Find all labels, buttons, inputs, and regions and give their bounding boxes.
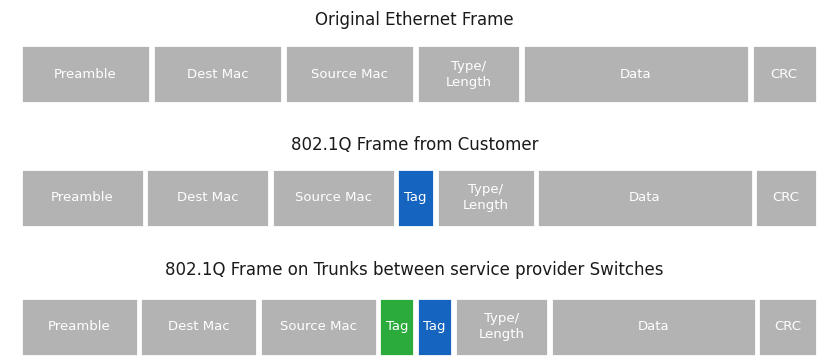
Text: Data: Data [619,68,651,81]
Text: 802.1Q Frame on Trunks between service provider Switches: 802.1Q Frame on Trunks between service p… [165,261,663,280]
Bar [21,169,143,227]
Text: Dest Mac: Dest Mac [186,68,248,81]
Text: Preamble: Preamble [51,191,113,204]
Bar [751,45,816,103]
Text: CRC: CRC [772,191,798,204]
Text: Dest Mac: Dest Mac [168,320,229,333]
Text: Dest Mac: Dest Mac [176,191,238,204]
Text: Data: Data [637,320,668,333]
Bar [379,298,414,356]
Bar [537,169,752,227]
Bar [522,45,749,103]
Bar [397,169,434,227]
Text: Type/
Length: Type/ Length [462,183,508,212]
Bar [21,45,150,103]
Text: CRC: CRC [773,320,800,333]
Text: Original Ethernet Frame: Original Ethernet Frame [315,11,513,29]
Text: Source Mac: Source Mac [294,191,371,204]
Bar [454,298,547,356]
Text: Data: Data [628,191,660,204]
Bar [272,169,394,227]
Text: Tag: Tag [404,191,426,204]
Bar [146,169,269,227]
Text: Tag: Tag [385,320,407,333]
Bar [259,298,377,356]
Text: Source Mac: Source Mac [310,68,388,81]
Bar [436,169,534,227]
Text: CRC: CRC [770,68,797,81]
Bar [550,298,754,356]
Text: Tag: Tag [423,320,445,333]
Text: Source Mac: Source Mac [280,320,356,333]
Bar [416,298,451,356]
Bar [152,45,282,103]
Bar [21,298,137,356]
Bar [757,298,816,356]
Bar [140,298,257,356]
Text: Type/
Length: Type/ Length [478,312,524,341]
Text: Preamble: Preamble [54,68,117,81]
Bar [754,169,816,227]
Bar [284,45,414,103]
Text: Type/
Length: Type/ Length [445,60,491,89]
Text: 802.1Q Frame from Customer: 802.1Q Frame from Customer [291,136,537,154]
Bar [416,45,520,103]
Text: Preamble: Preamble [48,320,110,333]
